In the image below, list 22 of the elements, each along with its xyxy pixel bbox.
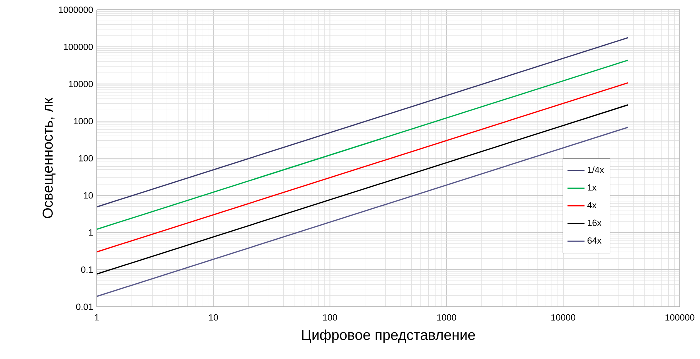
y-axis-title: Освещенность, лк: [42, 98, 56, 218]
y-tick-label: 100000: [64, 44, 94, 50]
legend-label: 1x: [588, 184, 597, 191]
legend-label: 16x: [588, 220, 602, 226]
y-tick-label: 0.1: [81, 266, 94, 274]
x-tick-label: 10000: [552, 314, 576, 321]
x-tick-label: 10: [209, 314, 218, 321]
x-tick-label: 1: [95, 314, 100, 321]
y-tick-label: 1000000: [59, 6, 94, 14]
y-tick-label: 100: [79, 155, 94, 162]
y-tick-label: 10000: [69, 81, 94, 88]
x-tick-label: 1000: [438, 314, 456, 321]
y-tick-label: 0.01: [76, 304, 94, 310]
x-tick-label: 100000: [666, 314, 695, 321]
legend-label: 4x: [588, 202, 597, 208]
legend-label: 64x: [588, 238, 602, 244]
y-tick-label: 1000: [74, 118, 94, 125]
legend-label: 1/4x: [588, 166, 604, 174]
y-tick-label: 10: [84, 192, 94, 199]
x-tick-label: 100: [323, 314, 338, 321]
y-tick-label: 1: [89, 230, 94, 236]
x-axis-title: Цифровое представление: [302, 330, 476, 344]
